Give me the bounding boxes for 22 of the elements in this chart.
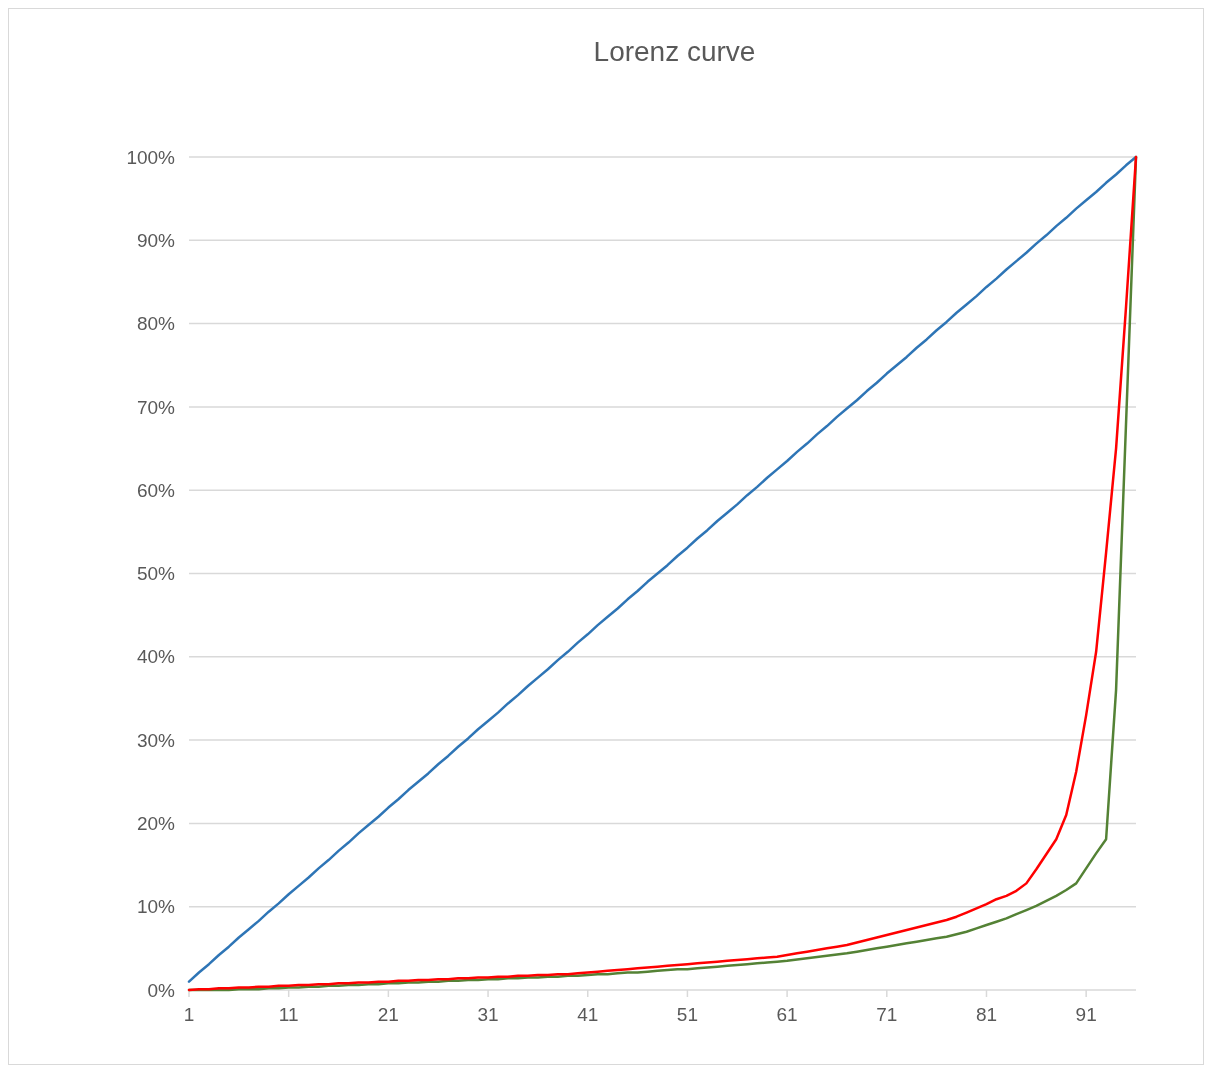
y-tick-label: 50% (136, 563, 176, 585)
x-tick-label: 1 (183, 1004, 195, 1025)
y-tick-label: 90% (136, 229, 176, 251)
y-tick-label: 10% (136, 896, 176, 918)
y-tick-label: 30% (136, 729, 176, 751)
x-tick-label: 31 (477, 1004, 499, 1025)
y-tick-label: 70% (136, 396, 176, 418)
y-tick-label: 40% (136, 646, 176, 668)
y-tick-label: 20% (136, 813, 176, 835)
y-tick-label: 0% (147, 979, 176, 1001)
y-tick-label: 80% (136, 313, 176, 335)
x-tick-label: 91 (1075, 1004, 1097, 1025)
x-tick-label: 71 (876, 1004, 898, 1025)
x-tick-label: 51 (676, 1004, 698, 1025)
y-tick-label: 100% (126, 146, 176, 168)
x-tick-label: 61 (776, 1004, 798, 1025)
chart-title: Lorenz curve (593, 36, 756, 67)
x-tick-label: 21 (377, 1004, 399, 1025)
y-tick-label: 60% (136, 479, 176, 501)
x-tick-label: 11 (278, 1004, 299, 1025)
x-tick-label: 41 (577, 1004, 599, 1025)
x-tick-label: 81 (975, 1004, 998, 1025)
